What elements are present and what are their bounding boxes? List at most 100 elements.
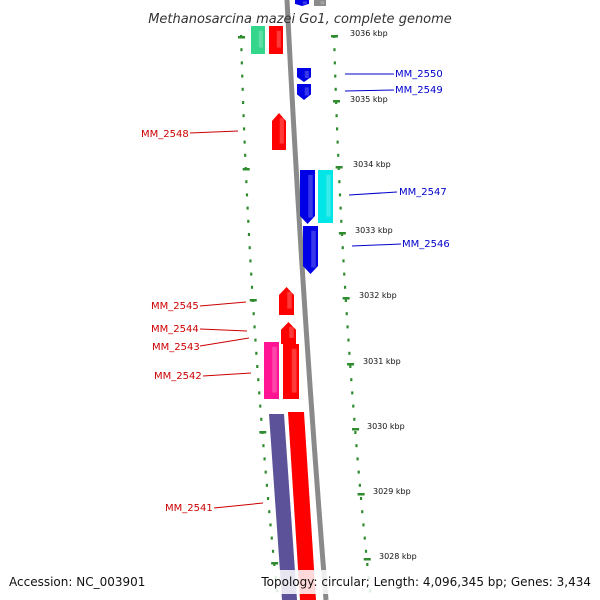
ruler-dot <box>344 299 347 302</box>
tick-label: 3035 kbp <box>350 95 388 104</box>
gene-labels: MM_2550 MM_2549 MM_2548 MM_2547 MM_2546 … <box>141 69 450 514</box>
gene-block-mm-2550-shade <box>304 70 309 79</box>
ruler-dot <box>346 325 349 329</box>
ruler-dot <box>262 444 265 448</box>
gene-block-mm-2541-purple <box>269 414 297 600</box>
ruler-dot <box>348 351 351 355</box>
gene-block-mm-2546 <box>303 226 318 274</box>
ruler-dot <box>243 140 246 144</box>
gene-features <box>251 0 333 600</box>
ruler-major-tick <box>363 558 371 561</box>
ruler-dot <box>338 180 341 184</box>
ruler-dot <box>269 523 272 527</box>
gene-block-mm-2547-cyan-shade <box>326 174 331 217</box>
tick-label: 3032 kbp <box>359 291 397 300</box>
ruler-dot <box>342 259 345 263</box>
ruler-dot <box>356 457 359 461</box>
ruler-dot <box>364 549 368 553</box>
gene-block-top-green <box>251 26 265 54</box>
gene-label: MM_2544 <box>151 324 199 335</box>
ruler-major-tick <box>238 36 246 39</box>
ruler-dot <box>350 378 353 382</box>
footer-band <box>0 570 600 594</box>
gene-block-mm-2544-shade <box>289 326 294 338</box>
gene-label: MM_2547 <box>399 187 447 198</box>
ruler-major-tick <box>342 297 350 300</box>
gene-label: MM_2545 <box>151 301 199 312</box>
ruler-dot <box>349 365 352 368</box>
gene-block-mm-2547-shade <box>308 174 313 218</box>
gene-block-mm-2545 <box>279 287 294 315</box>
ruler-dot <box>339 206 342 210</box>
ruler-dot <box>248 246 251 250</box>
ruler-dot <box>241 74 244 78</box>
tick-label: 3030 kbp <box>367 422 405 431</box>
ruler-dot <box>334 87 337 91</box>
gene-block-mm-2542-shade <box>272 346 277 393</box>
ruler-major-tick <box>331 35 338 38</box>
tick-label: 3028 kbp <box>379 552 417 561</box>
ruler-dot <box>258 391 261 395</box>
gene-block-mm-2549 <box>297 84 311 100</box>
ruler-major-tick <box>352 428 360 431</box>
gene-block-mm-2547-cyan <box>318 170 333 223</box>
ruler-dot <box>253 325 256 329</box>
ruler-major-tick <box>249 299 257 302</box>
ruler-dot <box>352 404 355 408</box>
gene-block-mm-2547 <box>300 170 315 224</box>
gene-label: MM_2542 <box>154 371 202 382</box>
ruler-dot <box>353 417 356 421</box>
ruler-dot <box>359 497 363 500</box>
ruler-major-tick <box>357 493 365 496</box>
gene-label: MM_2541 <box>165 503 213 514</box>
gene-block-top-blue-shade <box>302 1 307 5</box>
gene-label: MM_2549 <box>395 85 443 96</box>
gene-label: MM_2543 <box>152 342 200 353</box>
ruler-dot <box>345 312 348 316</box>
ruler-dot <box>255 351 258 355</box>
ruler-dot <box>242 101 245 104</box>
ruler-dot <box>333 48 336 52</box>
ruler-dot <box>250 272 253 276</box>
ruler-dot <box>270 536 273 540</box>
ruler-dot <box>250 285 254 289</box>
ruler-dot <box>242 127 246 131</box>
gene-block-top-red <box>269 26 283 54</box>
ruler-dot <box>247 233 251 236</box>
gene-block-mm-2543 <box>283 344 299 399</box>
ruler-dot <box>240 48 243 52</box>
ruler-dot <box>351 391 354 395</box>
ruler-dot <box>354 431 357 434</box>
gene-block-mm-2548 <box>272 113 286 150</box>
ruler-dot <box>337 153 340 157</box>
gene-block-mm-2543-shade <box>291 348 297 393</box>
ruler-dot <box>343 285 347 289</box>
ruler-dot <box>271 549 275 553</box>
accession-text: Accession: NC_003901 <box>9 575 145 589</box>
ruler-dot <box>263 457 266 461</box>
ruler-dot <box>265 483 268 487</box>
ruler-tick-labels: 3036 kbp 3035 kbp 3034 kbp 3033 kbp 3032… <box>350 29 417 561</box>
gene-block-top-red-shade <box>276 30 281 48</box>
gene-block-top-blue <box>295 0 309 6</box>
ruler-dot <box>242 114 245 118</box>
ruler-dot <box>366 563 369 566</box>
ruler-major-tick <box>332 100 340 103</box>
ruler-dot <box>245 193 249 197</box>
tick-label: 3033 kbp <box>355 226 393 235</box>
ruler-dot <box>341 246 344 250</box>
ruler-dot <box>334 74 337 78</box>
tick-label: 3031 kbp <box>363 357 401 366</box>
ruler-dot <box>254 338 257 342</box>
genome-backbone <box>284 0 329 600</box>
ruler-dot <box>252 312 255 316</box>
gene-block-mm-2549-shade <box>304 87 309 96</box>
ruler-dot <box>362 523 365 527</box>
ruler-dot <box>343 272 346 276</box>
gene-block-mm-2544 <box>281 322 296 344</box>
ruler-dot <box>244 153 247 157</box>
ruler-dot <box>245 180 248 184</box>
gene-label: MM_2550 <box>395 69 443 80</box>
map-title: Methanosarcina mazei Go1, complete genom… <box>148 12 452 27</box>
